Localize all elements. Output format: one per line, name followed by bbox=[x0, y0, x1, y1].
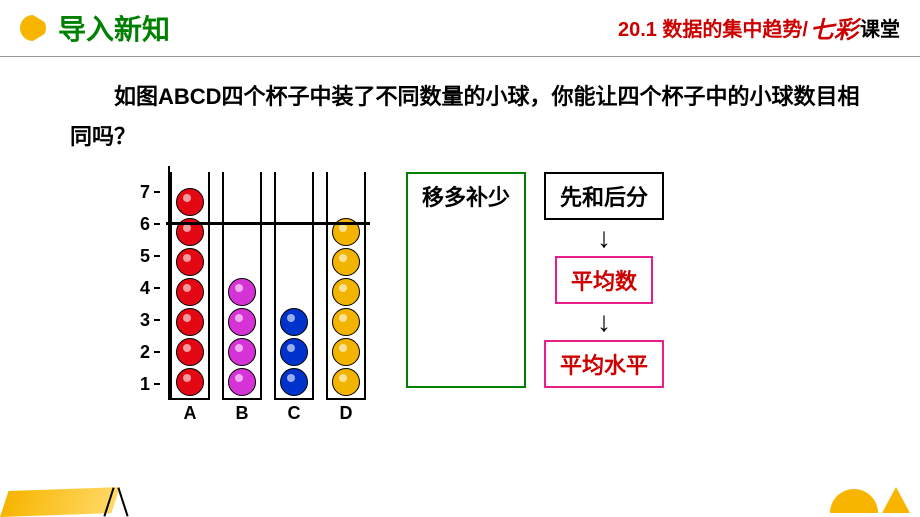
cup-label: C bbox=[276, 403, 312, 424]
ball bbox=[332, 308, 360, 336]
ball bbox=[176, 368, 204, 396]
arrow-down-icon: ↓ bbox=[597, 224, 611, 252]
main-area: 1234567 ABCD 移多补少 先和后分 ↓ 平均数 ↓ 平均水平 bbox=[0, 166, 920, 400]
y-tick: 1 bbox=[140, 368, 160, 400]
cup-C: C bbox=[274, 172, 314, 400]
ball bbox=[332, 368, 360, 396]
cups-row: ABCD bbox=[170, 166, 366, 400]
ball bbox=[176, 278, 204, 306]
ball bbox=[332, 338, 360, 366]
avg-level-box: 平均水平 bbox=[544, 340, 664, 388]
y-tick: 2 bbox=[140, 336, 160, 368]
y-tick: 4 bbox=[140, 272, 160, 304]
method-box-1: 移多补少 bbox=[406, 172, 526, 388]
method-box-2: 先和后分 bbox=[544, 172, 664, 220]
ball bbox=[280, 338, 308, 366]
concept-flow: 先和后分 ↓ 平均数 ↓ 平均水平 bbox=[544, 172, 664, 388]
cup-D: D bbox=[326, 172, 366, 400]
cup-A: A bbox=[170, 172, 210, 400]
cup-label: D bbox=[328, 403, 364, 424]
average-line bbox=[166, 222, 370, 225]
y-tick: 5 bbox=[140, 240, 160, 272]
ball bbox=[228, 308, 256, 336]
y-tick: 7 bbox=[140, 176, 160, 208]
ball bbox=[280, 368, 308, 396]
brand-fancy: 七彩 bbox=[810, 10, 858, 45]
cup-label: B bbox=[224, 403, 260, 424]
ball bbox=[176, 188, 204, 216]
ball-chart: 1234567 ABCD bbox=[140, 166, 366, 400]
protractor-icon bbox=[830, 489, 878, 513]
chapter-label: 20.1 数据的集中趋势/ bbox=[618, 13, 808, 42]
y-tick: 3 bbox=[140, 304, 160, 336]
ball bbox=[176, 248, 204, 276]
ball bbox=[332, 248, 360, 276]
concepts: 移多补少 先和后分 ↓ 平均数 ↓ 平均水平 bbox=[406, 172, 664, 388]
right-tools bbox=[830, 487, 910, 513]
ball bbox=[228, 368, 256, 396]
cup-B: B bbox=[222, 172, 262, 400]
y-axis: 1234567 bbox=[140, 166, 160, 400]
ball bbox=[228, 278, 256, 306]
arrow-down-icon: ↓ bbox=[597, 308, 611, 336]
header-right: 20.1 数据的集中趋势/ 七彩 课堂 bbox=[618, 10, 900, 45]
ball bbox=[176, 308, 204, 336]
average-box: 平均数 bbox=[555, 256, 653, 304]
wireframe-icon bbox=[100, 487, 140, 517]
triangle-icon bbox=[882, 487, 910, 513]
footer-decor bbox=[0, 483, 920, 517]
ball bbox=[228, 338, 256, 366]
header: 导入新知 20.1 数据的集中趋势/ 七彩 课堂 bbox=[0, 0, 920, 56]
pacman-icon bbox=[20, 15, 46, 41]
ball bbox=[332, 278, 360, 306]
question-text: 如图ABCD四个杯子中装了不同数量的小球，你能让四个杯子中的小球数目相同吗？ bbox=[0, 57, 920, 166]
cup-label: A bbox=[172, 403, 208, 424]
section-title: 导入新知 bbox=[58, 8, 170, 48]
ball bbox=[280, 308, 308, 336]
brand-plain: 课堂 bbox=[860, 13, 900, 42]
ball bbox=[176, 338, 204, 366]
y-tick: 6 bbox=[140, 208, 160, 240]
